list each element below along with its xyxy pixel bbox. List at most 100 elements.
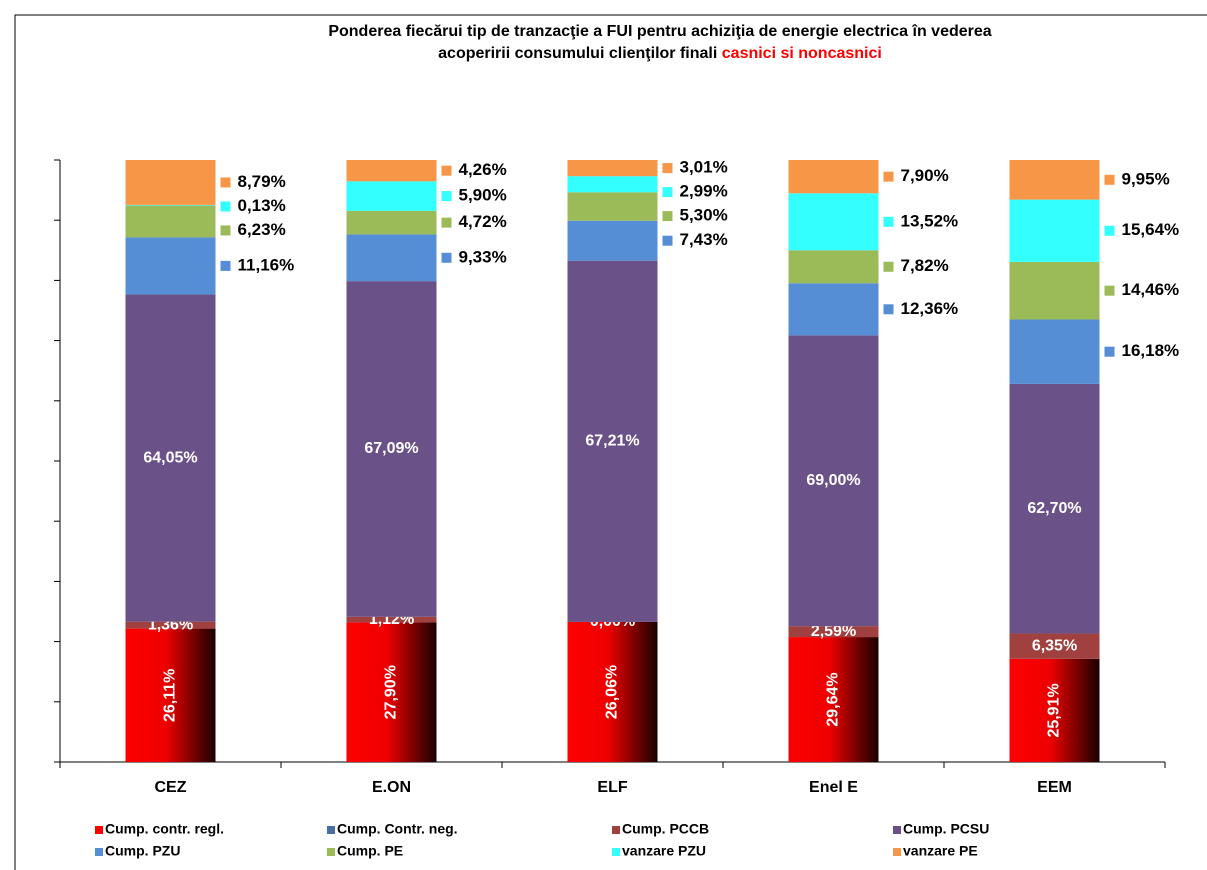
bar-segment	[346, 281, 437, 617]
data-label: 4,72%	[459, 212, 507, 231]
label-marker	[1104, 285, 1115, 296]
bar-segment	[567, 192, 658, 221]
bar-segment	[788, 193, 879, 251]
label-marker	[883, 304, 894, 315]
data-label: 9,33%	[459, 247, 507, 266]
bar-segment	[567, 176, 658, 193]
legend-swatch	[612, 848, 620, 856]
legend-label: Cump. contr. regl.	[105, 821, 224, 837]
bar-segment	[346, 616, 437, 623]
data-label: 3,01%	[680, 158, 728, 177]
bar-segment	[346, 622, 437, 762]
bar-segment	[788, 160, 879, 194]
label-marker	[662, 211, 673, 222]
data-label: 7,90%	[901, 166, 949, 185]
x-tick-label: E.ON	[372, 779, 411, 796]
legend-swatch	[327, 826, 335, 834]
label-marker	[662, 187, 673, 198]
label-marker	[883, 261, 894, 272]
data-label: 6,23%	[238, 220, 286, 239]
label-marker	[220, 225, 231, 236]
legend-swatch	[893, 848, 901, 856]
data-label: 8,79%	[238, 172, 286, 191]
label-marker	[883, 216, 894, 227]
chart-title: Ponderea fiecărui tip de tranzacţie a FU…	[328, 23, 991, 40]
label-marker	[220, 201, 231, 212]
chart-title-line2: acoperirii consumului clienţilor finali …	[438, 45, 882, 62]
title-highlight: casnici si noncasnici	[722, 45, 882, 62]
data-label: 25,91%	[1046, 683, 1063, 737]
bar-segment	[788, 626, 879, 638]
data-label: 67,09%	[364, 440, 418, 457]
legend-swatch	[893, 826, 901, 834]
data-label: 2,99%	[680, 182, 728, 201]
label-marker	[441, 217, 452, 228]
data-label: 62,70%	[1027, 500, 1081, 517]
data-label: 5,30%	[680, 206, 728, 225]
data-label: 7,43%	[680, 230, 728, 249]
bar-segment	[346, 210, 437, 235]
legend-label: Cump. PZU	[105, 843, 180, 859]
label-marker	[441, 252, 452, 263]
x-tick-label: ELF	[597, 779, 627, 796]
bar-segment	[1009, 383, 1100, 634]
data-label: 15,64%	[1122, 220, 1180, 239]
legend-label: Cump. Contr. neg.	[337, 821, 458, 837]
bar-segment	[346, 181, 437, 211]
legend-swatch	[327, 848, 335, 856]
bar-segment	[567, 260, 658, 622]
legend-label: vanzare PZU	[622, 843, 706, 859]
data-label: 7,82%	[901, 256, 949, 275]
bar-segment	[788, 637, 879, 762]
data-label: 0,13%	[238, 196, 286, 215]
data-label: 11,16%	[238, 255, 295, 274]
bar-segment	[125, 237, 216, 295]
bar-segment	[1009, 658, 1100, 762]
bar-segment	[1009, 319, 1100, 384]
label-marker	[1104, 225, 1115, 236]
legend-swatch	[95, 826, 103, 834]
x-tick-label: EEM	[1037, 779, 1072, 796]
bar-segment	[567, 621, 658, 762]
bar-segment	[125, 621, 216, 629]
data-label: 6,35%	[1032, 637, 1077, 654]
data-label: 64,05%	[143, 449, 197, 466]
label-marker	[220, 177, 231, 188]
data-label: 13,52%	[901, 211, 959, 230]
legend-swatch	[95, 848, 103, 856]
data-label: 16,18%	[1122, 341, 1180, 360]
legend-label: Cump. PCSU	[903, 821, 989, 837]
bar-segment	[788, 335, 879, 627]
bar-segment	[788, 250, 879, 284]
data-label: 5,90%	[459, 186, 507, 205]
bar-segment	[1009, 261, 1100, 320]
data-label: 26,06%	[604, 665, 621, 719]
title-part: acoperirii consumului clienţilor finali	[438, 45, 717, 62]
bar-segment	[567, 160, 658, 177]
data-label: 4,26%	[459, 160, 507, 179]
data-label: 2,59%	[811, 623, 856, 640]
label-marker	[1104, 346, 1115, 357]
bar-segment	[125, 205, 216, 238]
legend-label: Cump. PCCB	[622, 821, 709, 837]
label-marker	[441, 165, 452, 176]
data-label: 9,95%	[1122, 169, 1170, 188]
bar-segment	[567, 220, 658, 261]
legend-label: vanzare PE	[903, 843, 978, 859]
data-label: 26,11%	[162, 669, 179, 722]
data-label: 67,21%	[585, 433, 639, 450]
bar-segment	[1009, 199, 1100, 262]
data-label: 27,90%	[383, 665, 400, 719]
data-label: 29,64%	[825, 672, 842, 726]
label-marker	[662, 235, 673, 246]
label-marker	[441, 191, 452, 202]
data-label: 12,36%	[901, 299, 959, 318]
label-marker	[1104, 174, 1115, 185]
data-label: 14,46%	[1122, 280, 1180, 299]
x-tick-label: CEZ	[155, 779, 187, 796]
bar-segment	[346, 160, 437, 182]
legend-label: Cump. PE	[337, 843, 403, 859]
bar-segment	[125, 160, 216, 205]
label-marker	[220, 260, 231, 271]
